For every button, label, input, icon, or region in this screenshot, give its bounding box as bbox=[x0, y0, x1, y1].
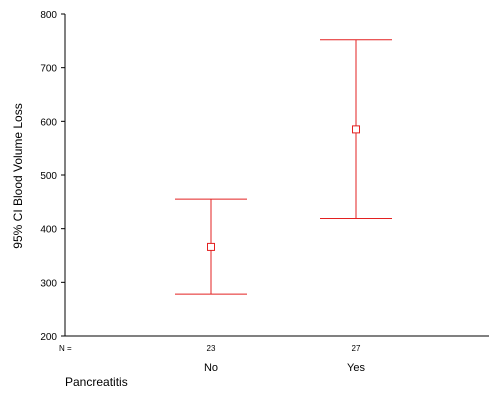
y-tick-label: 400 bbox=[40, 225, 57, 236]
n-count-no: 23 bbox=[207, 344, 216, 353]
error-bars: 23 No 27 Yes bbox=[175, 39, 392, 374]
n-label: N = bbox=[59, 344, 72, 353]
mean-marker-yes bbox=[352, 125, 360, 134]
n-count-yes: 27 bbox=[352, 344, 361, 353]
category-label-yes: Yes bbox=[347, 362, 365, 374]
y-axis-label: 95% CI Blood Volume Loss bbox=[11, 103, 25, 248]
mean-marker-no bbox=[207, 242, 215, 251]
y-ticks: 200 300 400 500 600 700 800 bbox=[40, 10, 65, 343]
y-tick-label: 300 bbox=[40, 278, 57, 289]
y-tick-label: 700 bbox=[40, 64, 57, 75]
y-tick-label: 500 bbox=[40, 171, 57, 182]
y-tick-label: 200 bbox=[40, 332, 57, 343]
category-label-no: No bbox=[204, 362, 218, 374]
y-tick-label: 600 bbox=[40, 117, 57, 128]
x-axis-label: Pancreatitis bbox=[65, 375, 128, 389]
y-tick-label: 800 bbox=[40, 10, 57, 21]
